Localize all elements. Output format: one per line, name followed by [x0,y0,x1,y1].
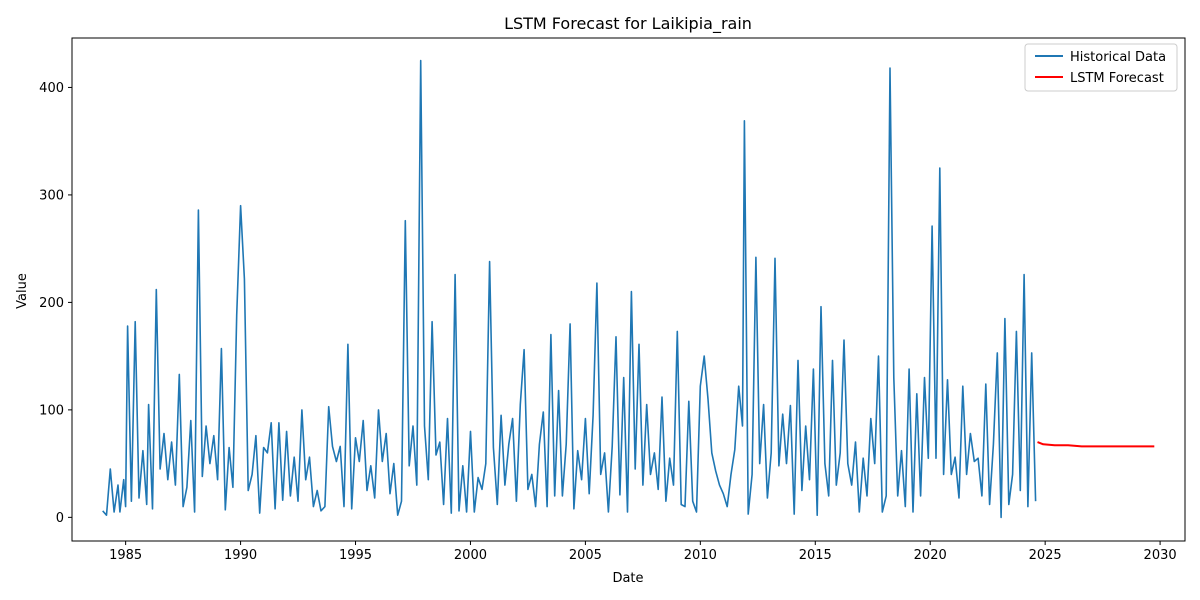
legend-historical-label: Historical Data [1070,50,1166,65]
x-tick-label: 1985 [109,548,142,563]
x-tick-label: 2000 [454,548,487,563]
chart-title: LSTM Forecast for Laikipia_rain [504,14,752,34]
x-axis-ticks: 1985 1990 1995 2000 2005 2010 2015 2020 2025 2030 [109,541,1177,563]
x-tick-label: 2030 [1144,548,1177,563]
y-tick-label: 0 [56,511,64,526]
x-tick-label: 1990 [224,548,257,563]
lstm-forecast-line [1037,441,1155,448]
x-tick-label: 2015 [799,548,832,563]
y-axis-ticks: 0 100 200 300 400 [39,81,72,526]
y-tick-label: 100 [39,403,64,418]
legend-forecast-label: LSTM Forecast [1070,71,1164,86]
x-tick-label: 2025 [1029,548,1062,563]
x-tick-label: 2005 [569,548,602,563]
x-tick-label: 2020 [914,548,947,563]
y-tick-label: 300 [39,188,64,203]
y-axis-label: Value [15,273,30,309]
legend: Historical Data LSTM Forecast [1024,43,1178,92]
x-axis-label: Date [612,571,643,586]
y-tick-label: 400 [39,81,64,96]
historical-data-line [102,59,1037,519]
axes-frame [71,37,1186,542]
plot-area [71,37,1186,542]
y-tick-label: 200 [39,296,64,311]
x-tick-label: 2010 [684,548,717,563]
x-tick-label: 1995 [339,548,372,563]
